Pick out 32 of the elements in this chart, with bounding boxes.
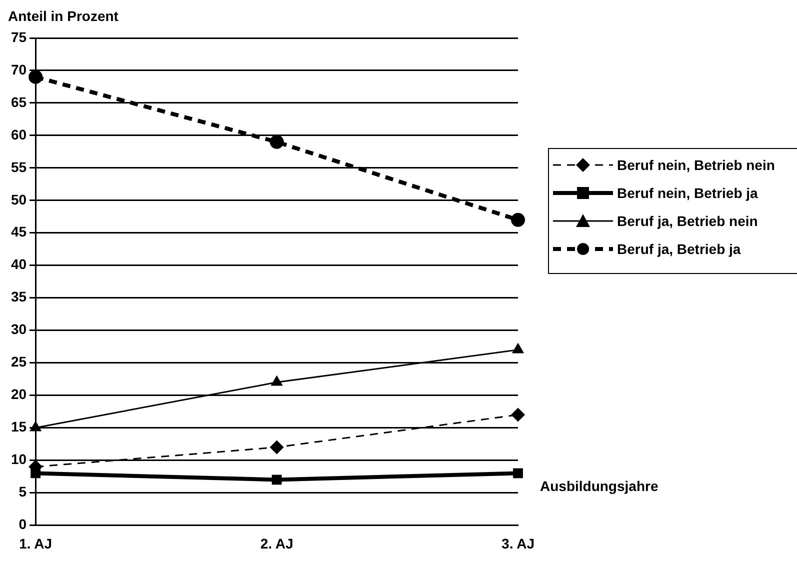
y-tick-label: 15 (10, 418, 27, 435)
point (272, 474, 282, 485)
y-tick-label: 10 (10, 451, 27, 468)
x-tick-label: 2. AJ (260, 535, 294, 552)
y-tick-label: 30 (10, 321, 27, 338)
x-tick-label: 3. AJ (502, 535, 534, 552)
y-tick-label: 5 (18, 484, 27, 500)
y-tick-label: 75 (10, 28, 27, 45)
y-axis-title: Anteil in Prozent (8, 8, 118, 24)
x-tick-label: 1. AJ (19, 535, 52, 552)
point (511, 212, 525, 227)
y-tick-label: 50 (10, 191, 27, 208)
y-tick-label: 20 (10, 386, 27, 402)
legend-label: Beruf ja, Betrieb ja (617, 240, 741, 259)
y-tick-label: 55 (10, 158, 27, 175)
y-tick-label: 35 (10, 288, 27, 305)
point (270, 440, 284, 454)
y-tick-label: 40 (10, 256, 27, 272)
y-tick-label: 45 (10, 224, 27, 240)
x-axis-title: Ausbildungsjahre (540, 478, 658, 494)
point (513, 468, 523, 478)
legend-label: Beruf nein, Betrieb nein (617, 156, 775, 175)
legend-label: Beruf nein, Betrieb ja (617, 184, 758, 203)
legend-label: Beruf ja, Betrieb nein (617, 212, 758, 231)
y-tick-label: 65 (10, 94, 27, 110)
y-tick-label: 70 (10, 61, 27, 78)
y-tick-label: 25 (10, 354, 27, 370)
point (511, 408, 525, 422)
y-tick-label: 0 (18, 516, 27, 532)
point (28, 70, 43, 84)
y-tick-label: 60 (10, 126, 27, 142)
point (270, 134, 284, 149)
